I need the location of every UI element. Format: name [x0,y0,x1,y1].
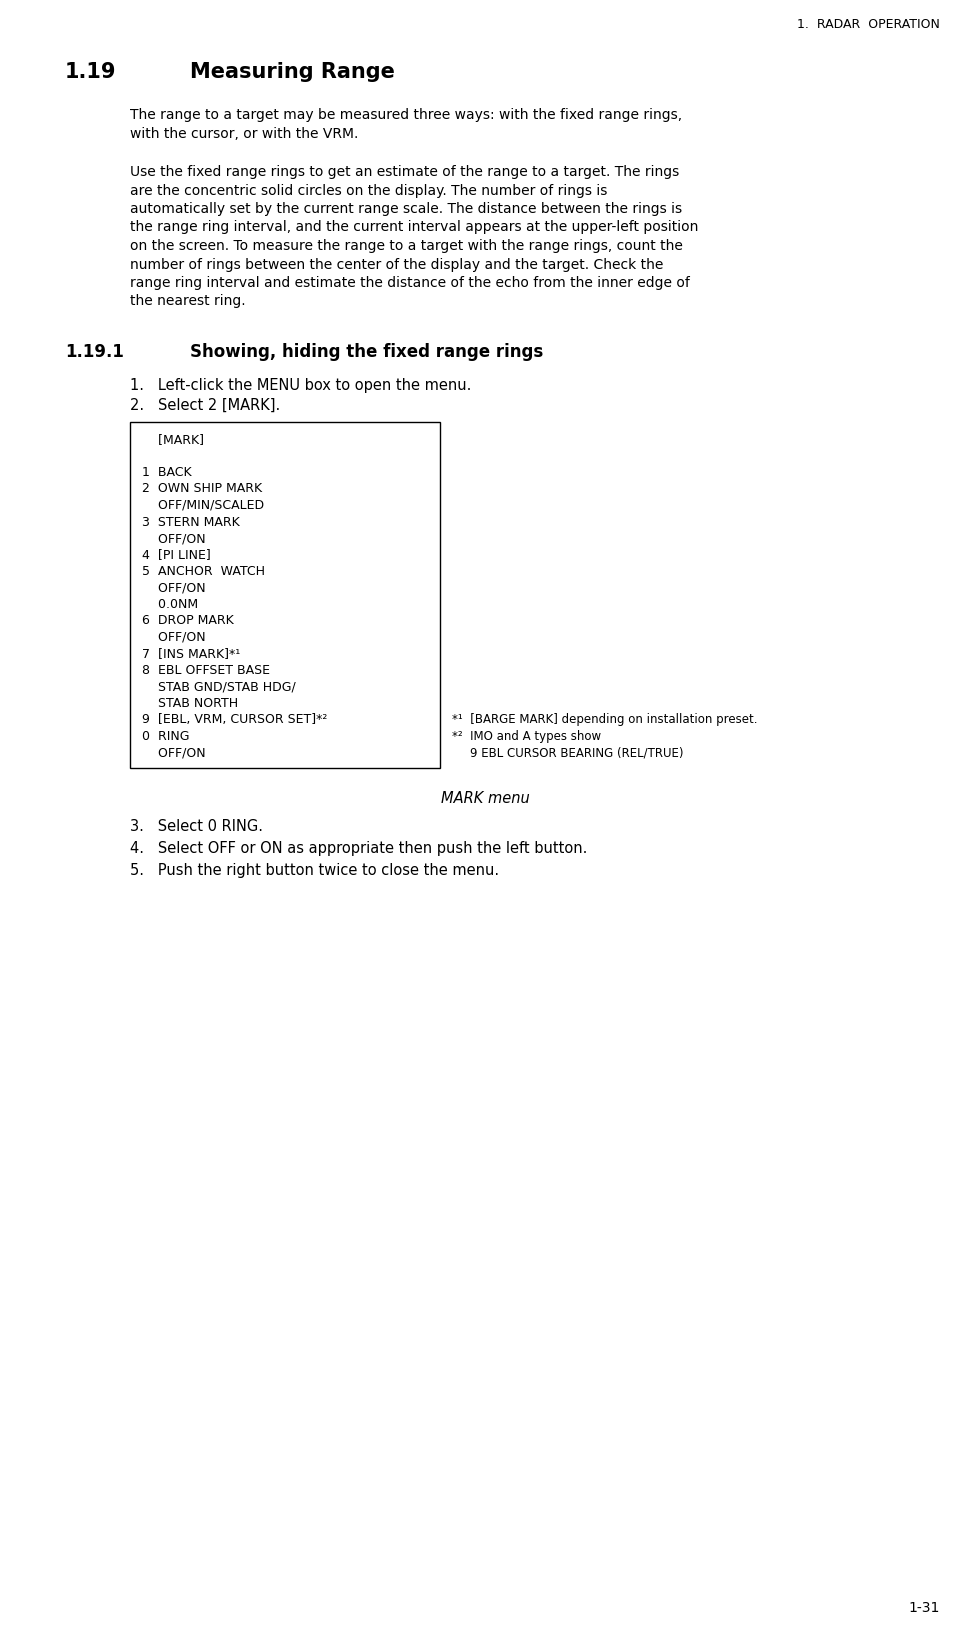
Text: 3.   Select 0 RING.: 3. Select 0 RING. [130,819,263,834]
Text: 5  ANCHOR  WATCH: 5 ANCHOR WATCH [141,565,265,578]
Text: MARK menu: MARK menu [440,790,529,806]
Text: STAB GND/STAB HDG/: STAB GND/STAB HDG/ [141,681,296,694]
Text: 1.19.1: 1.19.1 [65,343,124,361]
Text: on the screen. To measure the range to a target with the range rings, count the: on the screen. To measure the range to a… [130,238,682,253]
Text: 0  RING: 0 RING [141,730,189,743]
Text: 4.   Select OFF or ON as appropriate then push the left button.: 4. Select OFF or ON as appropriate then … [130,840,587,855]
Text: [MARK]: [MARK] [141,432,203,446]
Text: the nearest ring.: the nearest ring. [130,294,245,308]
Text: 6  DROP MARK: 6 DROP MARK [141,614,234,627]
Text: 0.0NM: 0.0NM [141,597,198,610]
Text: OFF/ON: OFF/ON [141,581,205,594]
Text: 8  EBL OFFSET BASE: 8 EBL OFFSET BASE [141,664,269,677]
Text: OFF/ON: OFF/ON [141,746,205,759]
Text: Use the fixed range rings to get an estimate of the range to a target. The rings: Use the fixed range rings to get an esti… [130,165,678,180]
Text: *²  IMO and A types show: *² IMO and A types show [452,730,601,743]
Text: 3  STERN MARK: 3 STERN MARK [141,516,239,529]
Text: 2.   Select 2 [MARK].: 2. Select 2 [MARK]. [130,398,280,413]
Text: Showing, hiding the fixed range rings: Showing, hiding the fixed range rings [190,343,543,361]
Text: OFF/ON: OFF/ON [141,532,205,545]
Text: 1  BACK: 1 BACK [141,465,192,478]
Text: 5.   Push the right button twice to close the menu.: 5. Push the right button twice to close … [130,862,499,878]
Text: 7  [INS MARK]*¹: 7 [INS MARK]*¹ [141,648,240,659]
Text: The range to a target may be measured three ways: with the fixed range rings,: The range to a target may be measured th… [130,108,681,122]
Text: 9  [EBL, VRM, CURSOR SET]*²: 9 [EBL, VRM, CURSOR SET]*² [141,713,328,726]
Text: Measuring Range: Measuring Range [190,62,394,82]
Text: OFF/MIN/SCALED: OFF/MIN/SCALED [141,499,264,512]
Text: number of rings between the center of the display and the target. Check the: number of rings between the center of th… [130,258,663,271]
Text: automatically set by the current range scale. The distance between the rings is: automatically set by the current range s… [130,202,681,215]
Text: STAB NORTH: STAB NORTH [141,697,237,710]
Text: 9 EBL CURSOR BEARING (REL/TRUE): 9 EBL CURSOR BEARING (REL/TRUE) [470,746,683,759]
Text: the range ring interval, and the current interval appears at the upper-left posi: the range ring interval, and the current… [130,220,698,235]
Bar [130,423,440,769]
Text: with the cursor, or with the VRM.: with the cursor, or with the VRM. [130,126,358,140]
Text: 1.  RADAR  OPERATION: 1. RADAR OPERATION [797,18,939,31]
Text: *¹  [BARGE MARK] depending on installation preset.: *¹ [BARGE MARK] depending on installatio… [452,713,757,726]
Text: 1.   Left-click the MENU box to open the menu.: 1. Left-click the MENU box to open the m… [130,377,471,393]
Text: 1.19: 1.19 [65,62,116,82]
Text: 1-31: 1-31 [908,1599,939,1614]
Text: OFF/ON: OFF/ON [141,630,205,643]
Text: 2  OWN SHIP MARK: 2 OWN SHIP MARK [141,481,262,494]
Text: are the concentric solid circles on the display. The number of rings is: are the concentric solid circles on the … [130,183,607,197]
Text: range ring interval and estimate the distance of the echo from the inner edge of: range ring interval and estimate the dis… [130,276,689,290]
Text: 4  [PI LINE]: 4 [PI LINE] [141,548,210,561]
